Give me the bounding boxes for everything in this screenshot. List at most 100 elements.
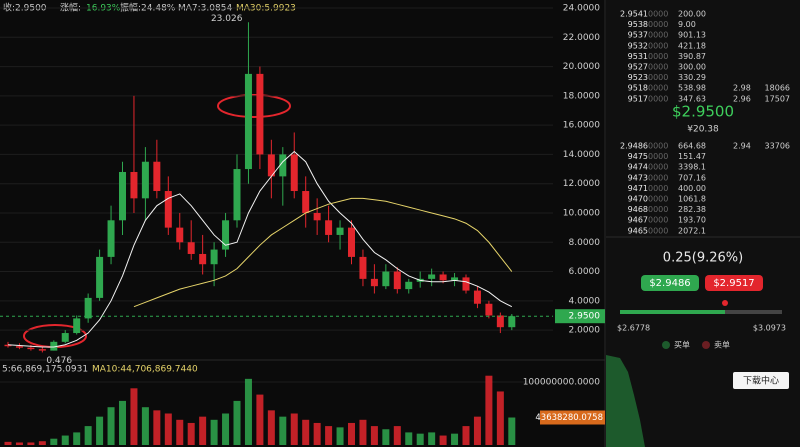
volume-bar — [50, 438, 58, 445]
candle-body — [256, 73, 264, 155]
volume-bar — [199, 416, 207, 445]
candle-body — [176, 227, 184, 243]
candle-body — [119, 171, 126, 221]
candle-body — [508, 316, 516, 328]
slider-fill — [620, 310, 725, 314]
ob-amount: 664.68 — [678, 142, 706, 151]
volume-tick-label: 100000000.0000 — [523, 378, 601, 388]
y-tick-label: 22.0000 — [563, 33, 600, 43]
candle-body — [107, 220, 115, 257]
candle-body — [141, 161, 149, 199]
volume-header: 5:66,869,175.0931 — [2, 365, 88, 375]
volume-bar — [15, 442, 23, 445]
volume-bar — [141, 407, 149, 445]
volume-bar — [416, 433, 424, 445]
sell-legend: 卖单 — [714, 340, 730, 350]
candle-body — [348, 227, 355, 257]
candle-body — [485, 303, 493, 316]
ob-price-tail: 0000 — [648, 195, 668, 204]
candle-body — [222, 220, 230, 250]
ob-amount: 400.00 — [678, 184, 706, 193]
ob-price: 9468 — [628, 205, 648, 214]
volume-bar — [176, 419, 184, 445]
ob-price: 9531 — [628, 52, 648, 61]
low-annotation: 0.476 — [46, 356, 72, 366]
current-price-box — [555, 309, 605, 324]
buy-button-label: $2.9486 — [649, 278, 690, 289]
ob-price: 9538 — [628, 20, 648, 29]
ob-price-tail: 0000 — [648, 173, 668, 182]
volume-bar — [313, 422, 321, 445]
ob-price2: 2.96 — [733, 94, 751, 103]
ob-price: 9537 — [628, 31, 648, 40]
volume-bar — [256, 394, 264, 445]
ob-amount: 282.38 — [678, 205, 706, 214]
last-price: $2.9500 — [672, 103, 734, 121]
volume-bar — [4, 441, 12, 445]
volume-bar — [38, 441, 46, 445]
ob-amount: 901.13 — [678, 31, 706, 40]
candle-body — [50, 341, 58, 351]
ob-price: 9518 — [628, 84, 648, 93]
slider-marker[interactable] — [722, 300, 728, 306]
highlight-ellipse — [217, 94, 291, 118]
volume-bar — [84, 426, 92, 445]
ob-amount: 200.00 — [678, 10, 706, 19]
spread: 0.25(9.26%) — [663, 251, 743, 266]
candle-body — [84, 297, 92, 319]
volume-bar — [119, 400, 126, 445]
volume-bar — [153, 410, 161, 445]
volume-current-box — [540, 410, 605, 425]
volume-bar — [508, 417, 516, 445]
volume-bar — [473, 416, 481, 445]
ob-price-tail: 0000 — [648, 84, 668, 93]
volume-bar — [61, 435, 69, 445]
volume-bar — [336, 427, 344, 445]
volume-bar — [27, 442, 35, 445]
volume-bar — [325, 426, 333, 445]
candle-body — [15, 346, 23, 348]
slider-track — [725, 310, 782, 314]
buy-legend: 买单 — [674, 340, 690, 350]
ob-price: 9474 — [628, 163, 648, 172]
candle-body — [267, 154, 275, 177]
candle-body — [393, 271, 401, 290]
ob-amount: 1061.8 — [678, 195, 706, 204]
volume-bar — [267, 410, 275, 445]
candle-body — [290, 154, 298, 192]
candle-body — [233, 169, 241, 221]
candle-body — [164, 191, 172, 228]
ob-price: 9532 — [628, 41, 648, 50]
last-price-cny: ¥20.38 — [687, 125, 719, 135]
ob-price-tail: 0000 — [648, 73, 668, 82]
ob-amount: 538.98 — [678, 84, 706, 93]
sell-button[interactable] — [705, 275, 763, 291]
volume-bar — [405, 432, 413, 445]
ob-qty2: 33706 — [765, 142, 790, 151]
ob-amount: 707.16 — [678, 173, 706, 182]
legend-dot — [702, 341, 710, 349]
volume-bar — [359, 419, 367, 445]
ob-amount: 421.18 — [678, 41, 706, 50]
ob-price-tail: 0000 — [648, 205, 668, 214]
candle-body — [27, 347, 35, 350]
ob-price: 2.9541 — [620, 10, 648, 19]
ob-price: 9465 — [628, 226, 648, 235]
current-price-label: 2.9500 — [569, 312, 601, 322]
depth-area — [606, 355, 645, 447]
ob-price: 9470 — [628, 195, 648, 204]
volume-bar — [485, 375, 493, 445]
ob-price: 9523 — [628, 73, 648, 82]
ob-price-tail: 0000 — [648, 94, 668, 103]
ma-line — [7, 150, 513, 348]
y-tick-label: 6.0000 — [569, 267, 601, 277]
download-button[interactable] — [733, 372, 789, 389]
ob-price-tail: 0000 — [648, 216, 668, 225]
buy-button[interactable] — [641, 275, 699, 291]
volume-ma10: MA10:44,706,869.7440 — [92, 365, 198, 375]
volume-current-label: 43638280.0758 — [535, 413, 603, 423]
candle-body — [313, 212, 321, 221]
ob-price-tail: 0000 — [648, 142, 668, 151]
candle-body — [61, 333, 69, 342]
